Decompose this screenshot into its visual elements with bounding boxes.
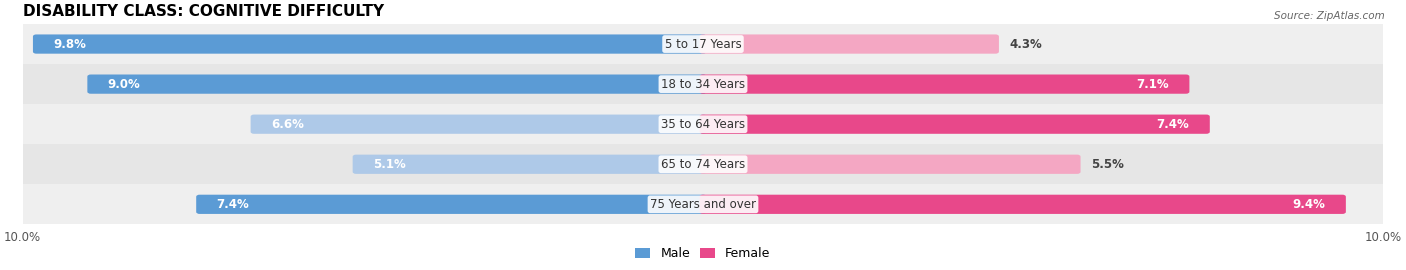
Text: 35 to 64 Years: 35 to 64 Years xyxy=(661,118,745,131)
Text: 18 to 34 Years: 18 to 34 Years xyxy=(661,77,745,91)
FancyBboxPatch shape xyxy=(15,64,1391,104)
Text: 5.5%: 5.5% xyxy=(1091,158,1123,171)
FancyBboxPatch shape xyxy=(353,155,706,174)
Legend: Male, Female: Male, Female xyxy=(630,242,776,265)
FancyBboxPatch shape xyxy=(700,114,1209,134)
FancyBboxPatch shape xyxy=(700,155,1081,174)
Text: 7.4%: 7.4% xyxy=(1157,118,1189,131)
Text: 5 to 17 Years: 5 to 17 Years xyxy=(665,38,741,50)
FancyBboxPatch shape xyxy=(700,35,998,54)
FancyBboxPatch shape xyxy=(15,184,1391,224)
FancyBboxPatch shape xyxy=(700,195,1346,214)
Text: Source: ZipAtlas.com: Source: ZipAtlas.com xyxy=(1274,11,1385,21)
Text: 9.0%: 9.0% xyxy=(108,77,141,91)
Text: 5.1%: 5.1% xyxy=(373,158,406,171)
Text: 4.3%: 4.3% xyxy=(1010,38,1042,50)
FancyBboxPatch shape xyxy=(15,104,1391,144)
FancyBboxPatch shape xyxy=(197,195,706,214)
Text: 9.8%: 9.8% xyxy=(53,38,86,50)
Text: 7.4%: 7.4% xyxy=(217,198,249,211)
Text: 9.4%: 9.4% xyxy=(1292,198,1326,211)
FancyBboxPatch shape xyxy=(15,144,1391,184)
FancyBboxPatch shape xyxy=(700,75,1189,94)
Text: 75 Years and over: 75 Years and over xyxy=(650,198,756,211)
Text: 7.1%: 7.1% xyxy=(1136,77,1168,91)
FancyBboxPatch shape xyxy=(250,114,706,134)
FancyBboxPatch shape xyxy=(15,24,1391,64)
FancyBboxPatch shape xyxy=(87,75,706,94)
Text: 65 to 74 Years: 65 to 74 Years xyxy=(661,158,745,171)
FancyBboxPatch shape xyxy=(32,35,706,54)
Text: 6.6%: 6.6% xyxy=(271,118,304,131)
Text: DISABILITY CLASS: COGNITIVE DIFFICULTY: DISABILITY CLASS: COGNITIVE DIFFICULTY xyxy=(22,4,384,19)
